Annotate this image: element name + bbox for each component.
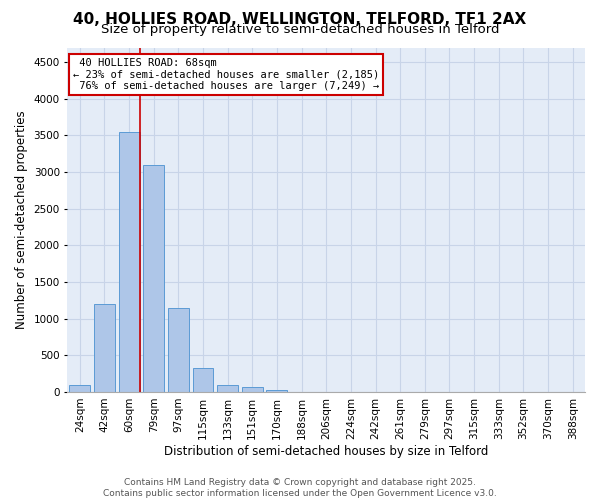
Bar (242, 387, 263, 392)
Bar (94, 304, 115, 392)
Bar (193, 368, 214, 392)
Bar (143, 165, 164, 392)
Bar (217, 384, 238, 392)
Text: Size of property relative to semi-detached houses in Telford: Size of property relative to semi-detach… (101, 22, 499, 36)
Bar (266, 390, 287, 392)
Bar (119, 132, 140, 392)
Text: 40, HOLLIES ROAD, WELLINGTON, TELFORD, TF1 2AX: 40, HOLLIES ROAD, WELLINGTON, TELFORD, T… (73, 12, 527, 28)
Bar (168, 308, 189, 392)
X-axis label: Distribution of semi-detached houses by size in Telford: Distribution of semi-detached houses by … (164, 444, 488, 458)
Bar (69, 384, 90, 392)
Text: Contains HM Land Registry data © Crown copyright and database right 2025.
Contai: Contains HM Land Registry data © Crown c… (103, 478, 497, 498)
Text: 40 HOLLIES ROAD: 68sqm
← 23% of semi-detached houses are smaller (2,185)
 76% of: 40 HOLLIES ROAD: 68sqm ← 23% of semi-det… (73, 58, 379, 91)
Y-axis label: Number of semi-detached properties: Number of semi-detached properties (15, 110, 28, 329)
